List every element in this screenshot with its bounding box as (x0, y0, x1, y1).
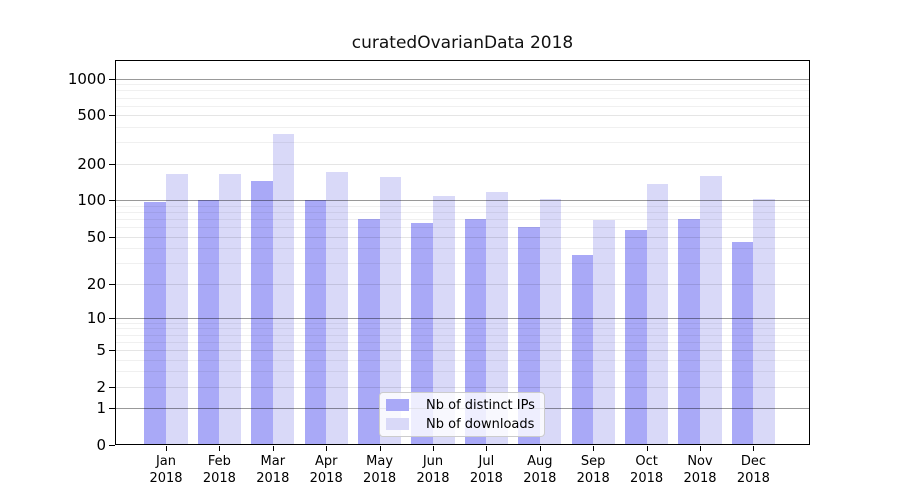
y-tick-label-1000: 1000 (67, 69, 106, 88)
x-tick-label-feb: Feb 2018 (202, 454, 236, 486)
bar-ips-aug (518, 227, 540, 445)
bars-layer (115, 60, 810, 445)
bar-downloads-jul (486, 192, 509, 445)
x-tick-label-may: May 2018 (363, 454, 397, 486)
bar-downloads-nov (700, 175, 722, 445)
x-tick-aug (539, 446, 541, 451)
x-tick-label-aug: Aug 2018 (523, 454, 557, 486)
legend-swatch-distinct-ips (386, 399, 409, 411)
x-tick-label-oct: Oct 2018 (630, 454, 664, 486)
bar-ips-mar (251, 181, 273, 445)
bar-ips-oct (624, 229, 647, 445)
bar-ips-jun (411, 222, 433, 445)
y-tick-0 (109, 445, 115, 446)
bar-downloads-oct (646, 184, 669, 445)
x-tick-dec (753, 446, 755, 451)
y-tick-label-1: 1 (96, 399, 106, 418)
bar-downloads-sep (593, 219, 615, 445)
bar-ips-sep (571, 254, 594, 445)
y-tick-label-5: 5 (96, 340, 106, 359)
x-tick-oct (646, 446, 648, 451)
legend-label-distinct-ips: Nb of distinct IPs (426, 397, 535, 413)
x-tick-label-jan: Jan 2018 (149, 454, 183, 486)
x-tick-label-sep: Sep 2018 (576, 454, 610, 486)
x-tick-label-nov: Nov 2018 (683, 454, 717, 486)
legend-item-downloads: Nb of downloads (386, 416, 541, 432)
bar-downloads-feb (219, 173, 242, 445)
x-tick-feb (219, 446, 221, 451)
x-tick-apr (326, 446, 328, 451)
bar-ips-jan (144, 201, 166, 445)
y-tick-label-100: 100 (77, 191, 106, 210)
bar-ips-jul (464, 218, 487, 445)
x-tick-sep (593, 446, 595, 451)
bar-ips-nov (678, 218, 700, 445)
y-tick-label-10: 10 (86, 308, 106, 327)
x-tick-jun (433, 446, 434, 451)
bar-ips-apr (304, 200, 327, 445)
bar-downloads-apr (326, 172, 348, 445)
bar-downloads-jan (166, 173, 188, 445)
x-tick-label-jun: Jun 2018 (416, 454, 450, 486)
x-tick-may (379, 446, 381, 451)
y-tick-label-0: 0 (96, 436, 106, 454)
x-tick-jul (486, 446, 488, 451)
bar-downloads-dec (753, 199, 776, 445)
legend-swatch-downloads (386, 418, 409, 430)
y-tick-label-20: 20 (86, 274, 106, 293)
bar-ips-dec (731, 241, 754, 445)
bar-downloads-mar (272, 134, 295, 445)
x-tick-label-mar: Mar 2018 (256, 454, 290, 486)
legend-label-downloads: Nb of downloads (426, 416, 535, 432)
x-tick-mar (272, 446, 274, 451)
plot-area: Nb of distinct IPs Nb of downloads (115, 60, 810, 445)
bar-ips-feb (197, 200, 220, 445)
x-tick-label-apr: Apr 2018 (309, 454, 343, 486)
y-tick-label-500: 500 (77, 106, 106, 125)
x-tick-label-jul: Jul 2018 (469, 454, 503, 486)
x-tick-nov (700, 446, 701, 451)
x-tick-label-dec: Dec 2018 (736, 454, 770, 486)
legend: Nb of distinct IPs Nb of downloads (379, 392, 545, 437)
bar-downloads-may (379, 176, 402, 445)
bar-downloads-jun (433, 195, 455, 445)
bar-ips-may (357, 218, 380, 445)
x-tick-jan (166, 446, 167, 451)
y-tick-label-50: 50 (86, 227, 106, 246)
y-tick-label-2: 2 (96, 377, 106, 396)
bar-downloads-aug (539, 198, 562, 445)
legend-item-distinct-ips: Nb of distinct IPs (386, 397, 541, 413)
chart-title: curatedOvarianData 2018 (351, 33, 574, 53)
y-tick-label-200: 200 (77, 154, 106, 173)
